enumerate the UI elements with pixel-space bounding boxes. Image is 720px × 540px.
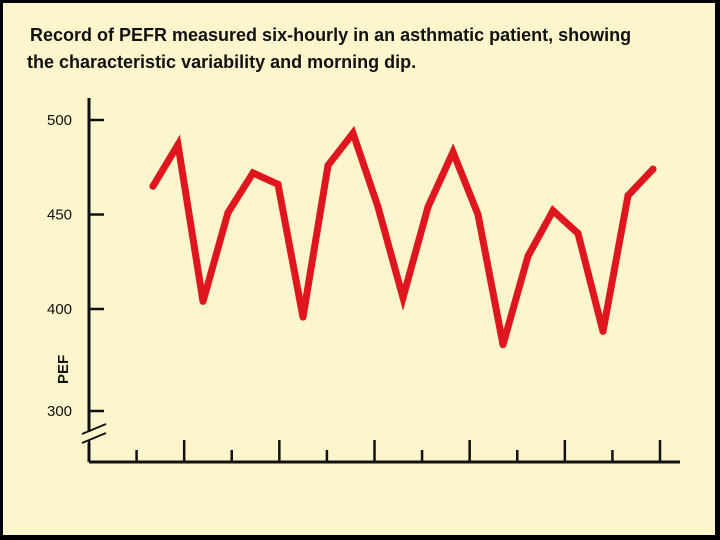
x-ticks [87, 440, 662, 462]
pef-point [574, 229, 582, 237]
pef-point [174, 141, 182, 149]
pef-point [549, 207, 557, 215]
y-tick-label: 500 [47, 112, 72, 129]
pef-points [149, 129, 657, 349]
pef-point [499, 341, 507, 349]
pef-point [524, 252, 532, 260]
axis-break-mark [81, 423, 107, 435]
y-tick-label: 450 [47, 207, 72, 224]
pef-point [349, 129, 357, 137]
title-line-1: Record of PEFR measured six-hourly in an… [30, 25, 632, 45]
pef-point [599, 327, 607, 335]
pef-point [624, 192, 632, 200]
pef-point [474, 211, 482, 218]
pef-point [199, 297, 207, 305]
axis-break-mark [81, 432, 107, 444]
pef-point [299, 313, 307, 321]
pef-point [249, 169, 257, 177]
pef-point [224, 209, 232, 217]
pef-point [274, 180, 282, 188]
chart-title: Record of PEFR measured six-hourly in an… [27, 22, 710, 76]
chart-axes [81, 98, 680, 464]
pef-point [149, 182, 157, 190]
y-tick-label: 400 [47, 301, 72, 318]
pef-point [649, 165, 657, 173]
y-ticks: 300 400 450 500 [47, 112, 104, 420]
title-line-2: the characteristic variability and morni… [27, 52, 417, 72]
y-tick-label: 300 [47, 403, 72, 420]
y-axis-title: PEF [55, 355, 72, 384]
pef-point [374, 203, 382, 211]
pef-point [324, 161, 332, 169]
pef-series-line [149, 125, 657, 346]
pef-point [424, 203, 432, 211]
pef-point [449, 148, 457, 156]
pef-point [399, 294, 407, 302]
